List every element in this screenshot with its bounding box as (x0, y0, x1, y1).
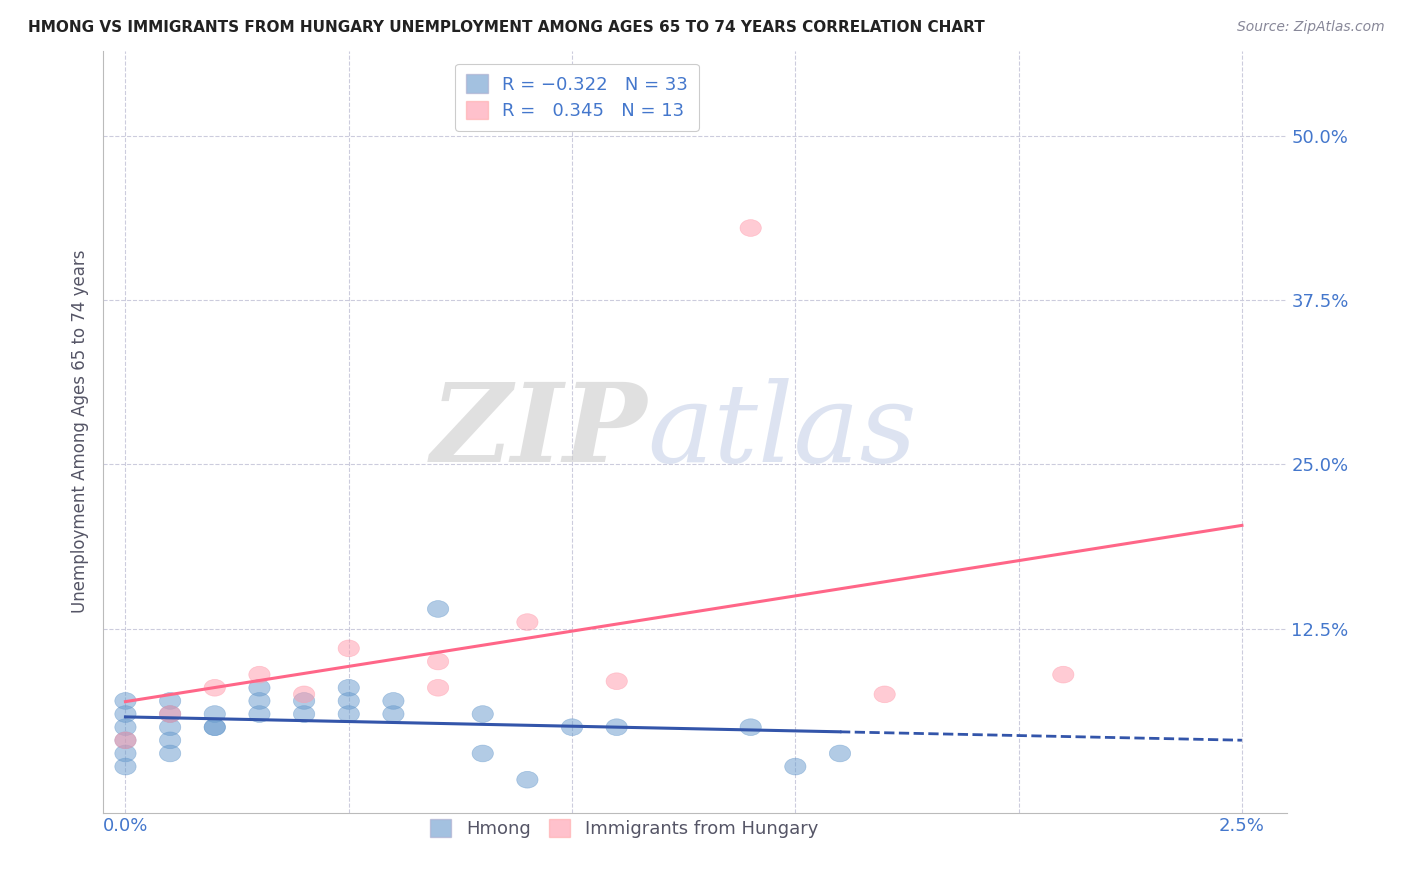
Ellipse shape (1053, 666, 1074, 683)
Ellipse shape (294, 686, 315, 703)
Y-axis label: Unemployment Among Ages 65 to 74 years: Unemployment Among Ages 65 to 74 years (72, 250, 89, 614)
Ellipse shape (785, 758, 806, 775)
Ellipse shape (115, 692, 136, 709)
Ellipse shape (204, 719, 225, 736)
Ellipse shape (204, 706, 225, 723)
Ellipse shape (115, 732, 136, 748)
Text: HMONG VS IMMIGRANTS FROM HUNGARY UNEMPLOYMENT AMONG AGES 65 TO 74 YEARS CORRELAT: HMONG VS IMMIGRANTS FROM HUNGARY UNEMPLO… (28, 20, 984, 35)
Ellipse shape (204, 680, 225, 696)
Ellipse shape (294, 692, 315, 709)
Ellipse shape (115, 732, 136, 748)
Ellipse shape (249, 666, 270, 683)
Ellipse shape (517, 772, 538, 789)
Ellipse shape (337, 680, 360, 696)
Ellipse shape (606, 673, 627, 690)
Ellipse shape (294, 706, 315, 723)
Ellipse shape (159, 719, 181, 736)
Ellipse shape (472, 706, 494, 723)
Ellipse shape (159, 692, 181, 709)
Ellipse shape (740, 219, 761, 236)
Text: ZIP: ZIP (430, 378, 648, 485)
Ellipse shape (561, 719, 582, 736)
Ellipse shape (427, 653, 449, 670)
Ellipse shape (115, 758, 136, 775)
Ellipse shape (115, 706, 136, 723)
Text: Source: ZipAtlas.com: Source: ZipAtlas.com (1237, 20, 1385, 34)
Ellipse shape (472, 745, 494, 762)
Ellipse shape (249, 680, 270, 696)
Ellipse shape (337, 692, 360, 709)
Ellipse shape (337, 640, 360, 657)
Ellipse shape (159, 706, 181, 723)
Ellipse shape (249, 692, 270, 709)
Ellipse shape (517, 614, 538, 631)
Ellipse shape (249, 706, 270, 723)
Ellipse shape (740, 719, 761, 736)
Ellipse shape (427, 680, 449, 696)
Ellipse shape (159, 745, 181, 762)
Text: atlas: atlas (648, 378, 917, 485)
Ellipse shape (875, 686, 896, 703)
Ellipse shape (830, 745, 851, 762)
Ellipse shape (606, 719, 627, 736)
Ellipse shape (337, 706, 360, 723)
Ellipse shape (204, 719, 225, 736)
Ellipse shape (115, 719, 136, 736)
Ellipse shape (115, 745, 136, 762)
Ellipse shape (159, 732, 181, 748)
Ellipse shape (382, 706, 404, 723)
Ellipse shape (427, 600, 449, 617)
Ellipse shape (159, 706, 181, 723)
Ellipse shape (382, 692, 404, 709)
Legend: Hmong, Immigrants from Hungary: Hmong, Immigrants from Hungary (422, 812, 825, 846)
